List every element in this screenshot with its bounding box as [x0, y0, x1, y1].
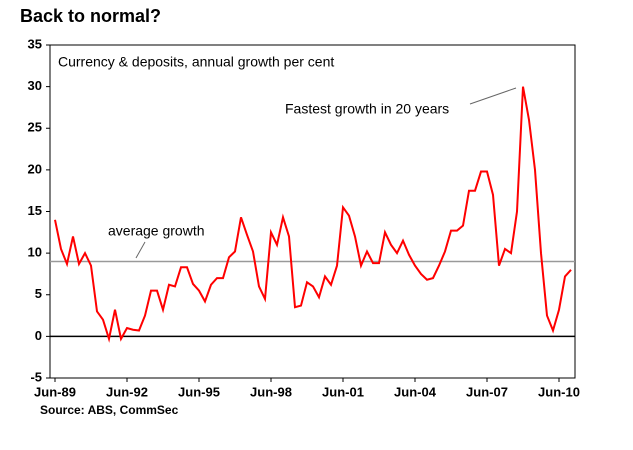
y-tick-label: 25 — [28, 120, 42, 135]
x-tick-label: Jun-07 — [466, 384, 508, 399]
x-tick-label: Jun-92 — [106, 384, 148, 399]
reference-label: average growth — [108, 223, 205, 239]
x-tick-label: Jun-98 — [250, 384, 292, 399]
y-tick-label: 30 — [28, 78, 42, 93]
x-tick-label: Jun-95 — [178, 384, 220, 399]
data-line — [54, 86, 572, 343]
y-tick-label: 0 — [35, 328, 42, 343]
y-tick-label: 35 — [28, 36, 42, 51]
x-tick-label: Jun-04 — [394, 384, 437, 399]
x-tick-label: Jun-01 — [322, 384, 364, 399]
y-tick-label: 10 — [28, 245, 42, 260]
y-tick-label: 20 — [28, 161, 42, 176]
y-tick-label: -5 — [30, 369, 42, 384]
x-tick-label: Jun-10 — [538, 384, 580, 399]
annotation: Fastest growth in 20 years — [285, 101, 449, 117]
chart-title: Back to normal? — [20, 6, 161, 26]
y-tick-label: 15 — [28, 203, 42, 218]
source: Source: ABS, CommSec — [40, 403, 179, 417]
annotation-pointer — [469, 87, 517, 105]
x-tick-label: Jun-89 — [34, 384, 76, 399]
subtitle: Currency & deposits, annual growth per c… — [58, 54, 334, 70]
y-tick-label: 5 — [35, 286, 42, 301]
reference-pointer — [135, 241, 146, 259]
